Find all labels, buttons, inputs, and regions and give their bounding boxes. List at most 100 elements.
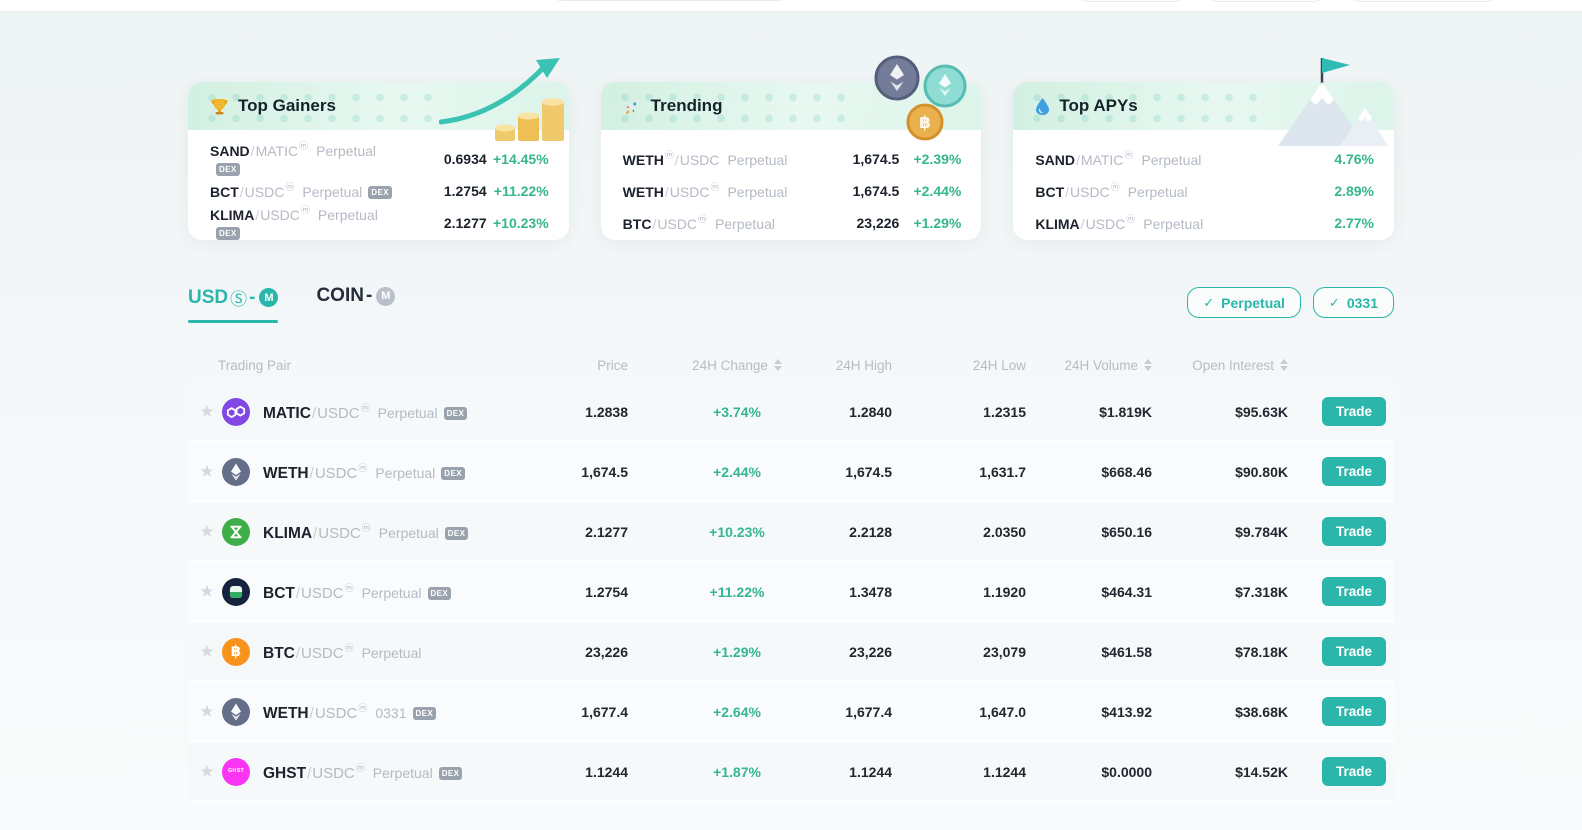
market-card-row[interactable]: KLIMA/USDCⓜ Perpetual 2.77% xyxy=(1035,207,1374,239)
margin-type-tabs: USD Ⓢ - M COIN - M xyxy=(188,285,396,323)
trading-pair-row[interactable]: ★ WETH/USDCⓜ 0331 DEX 1,677.4 +2.64% 1,677.4 1,… xyxy=(188,683,1394,743)
tab-label-prefix: COIN xyxy=(316,285,364,306)
pair-quote-token: USDC xyxy=(679,152,720,168)
trading-pair-cell: MATIC/USDCⓜ Perpetual DEX xyxy=(222,397,518,426)
column-header-24h-volume[interactable]: 24H Volume xyxy=(1026,358,1152,373)
card-row-values: 1.2754 +11.22% xyxy=(401,183,549,199)
trading-pair: KLIMA/USDCⓜ Perpetual xyxy=(1035,212,1203,234)
trending-list: WETHⓜ/USDC Perpetual 1,674.5 +2.39% WETH/USD… xyxy=(601,130,982,239)
trade-button[interactable]: Trade xyxy=(1321,517,1386,546)
price-value: 1,674.5 xyxy=(581,463,628,480)
favorite-star-icon[interactable]: ★ xyxy=(199,701,215,721)
top-apys-header: Top APYs xyxy=(1013,58,1395,146)
pair-price: 1.2754 xyxy=(443,183,487,199)
column-header-price: Price xyxy=(597,357,628,373)
pair-quote-token: MATIC xyxy=(255,143,299,159)
high-value: 2.2128 xyxy=(849,523,892,540)
trade-button[interactable]: Trade xyxy=(1321,457,1386,486)
dex-badge: DEX xyxy=(443,406,468,420)
favorite-star-icon[interactable]: ★ xyxy=(199,461,215,481)
market-card-row[interactable]: BCT/USDCⓜ Perpetual DEX 1.2754 +11.22% xyxy=(210,175,549,207)
trading-pair-row[interactable]: ★ WETH/USDCⓜ Perpetual DEX 1,674.5 +2.44% 1,67… xyxy=(188,443,1394,503)
market-card-row[interactable]: WETH/USDCⓜ Perpetual 1,674.5 +2.44% xyxy=(623,175,962,207)
trade-button[interactable]: Trade xyxy=(1321,637,1386,666)
tab-usds-m[interactable]: USD Ⓢ - M xyxy=(188,285,279,323)
volume-value: $464.31 xyxy=(1101,583,1152,600)
search-input[interactable] xyxy=(545,0,796,1)
favorite-star-icon[interactable]: ★ xyxy=(199,521,215,541)
column-header-24h-change[interactable]: 24H Change xyxy=(658,358,816,373)
trading-pair-name: KLIMA/USDCⓜ Perpetual DEX xyxy=(263,521,469,543)
contract-type-label: Perpetual xyxy=(1127,184,1188,200)
margin-token-marker-icon: ⓜ xyxy=(358,462,368,473)
pair-change: +2.39% xyxy=(913,151,962,167)
pair-change: 2.89% xyxy=(1334,183,1375,199)
trade-cell: Trade xyxy=(1288,517,1394,546)
pair-change: 2.77% xyxy=(1334,215,1375,231)
dex-badge: DEX xyxy=(412,706,437,720)
connect-wallet-button[interactable]: Connect Wallet xyxy=(1343,0,1502,2)
trade-cell: Trade xyxy=(1288,697,1394,726)
market-card-row[interactable]: BTC/USDCⓜ Perpetual 23,226 +1.29% xyxy=(623,207,962,239)
check-icon: ✓ xyxy=(1203,294,1215,310)
column-header-open-interest[interactable]: Open Interest xyxy=(1152,358,1288,373)
active-tab-underline xyxy=(188,320,279,323)
trade-button[interactable]: Trade xyxy=(1321,397,1386,426)
trading-pair: SAND/MATICⓜ Perpetual DEX xyxy=(210,139,401,179)
trade-button[interactable]: Trade xyxy=(1321,757,1386,786)
pair-separator: / xyxy=(295,584,301,602)
pair-separator: / xyxy=(1065,184,1070,200)
low-value: 23,079 xyxy=(983,643,1026,660)
trending-card: Trending ฿ WETHⓜ/USDC Perpetual 1,674.5 +2.… xyxy=(600,55,982,240)
pair-change: +10.23% xyxy=(493,215,549,231)
open-interest-value: $9.784K xyxy=(1235,523,1288,540)
market-card-row[interactable]: SAND/MATICⓜ Perpetual 4.76% xyxy=(1035,143,1374,175)
price-value: 1.2838 xyxy=(585,403,628,420)
trading-pair-name: WETH/USDCⓜ 0331 DEX xyxy=(263,701,437,723)
open-interest-value: $14.52K xyxy=(1235,763,1288,780)
favorite-star-icon[interactable]: ★ xyxy=(199,401,215,421)
top-apys-card: Top APYs SAND/MATICⓜ Perpetual 4.76% BCT/US… xyxy=(1013,58,1395,240)
tutorials-button[interactable]: Tutorials xyxy=(1072,0,1191,2)
network-selector-button[interactable]: Polygon xyxy=(1202,0,1332,2)
tab-label-prefix: USD xyxy=(188,286,229,308)
market-card-row[interactable]: BCT/USDCⓜ Perpetual 2.89% xyxy=(1035,175,1374,207)
trading-pair-cell: GHST GHST/USDCⓜ Perpetual DEX xyxy=(222,757,518,786)
volume-value: $413.92 xyxy=(1101,703,1152,720)
trade-button[interactable]: Trade xyxy=(1321,577,1386,606)
trade-cell: Trade xyxy=(1288,397,1394,426)
filter-0331[interactable]: ✓ 0331 xyxy=(1312,287,1394,318)
trading-pair-cell: KLIMA/USDCⓜ Perpetual DEX xyxy=(222,517,518,546)
pair-price: 1,674.5 xyxy=(852,151,900,167)
pair-separator: / xyxy=(313,524,318,542)
pair-quote-token: USDC xyxy=(301,644,344,662)
market-card-row[interactable]: KLIMA/USDCⓜ Perpetual DEX 2.1277 +10.23% xyxy=(210,205,549,240)
favorite-star-icon[interactable]: ★ xyxy=(199,761,215,781)
card-row-values: 4.76% xyxy=(1312,151,1374,167)
contract-type-label: Perpetual xyxy=(361,644,422,661)
pair-base-token: MATIC xyxy=(263,404,311,422)
filter-perpetual[interactable]: ✓ Perpetual xyxy=(1187,287,1301,318)
price-value: 23,226 xyxy=(585,643,628,660)
high-value: 1.2840 xyxy=(849,403,892,420)
trading-pair-row[interactable]: ★ MATIC/USDCⓜ Perpetual DEX 1.2838 +3.74% 1.28… xyxy=(188,383,1394,443)
trade-cell: Trade xyxy=(1288,457,1394,486)
contract-type-label: Perpetual xyxy=(302,184,363,200)
card-row-values: 1,674.5 +2.44% xyxy=(813,183,962,199)
favorite-star-icon[interactable]: ★ xyxy=(199,581,215,601)
market-highlight-cards: Top Gainers SAND/MATICⓜ PerpetualDEX 0.693… xyxy=(188,55,1395,240)
low-value: 1.1244 xyxy=(983,763,1026,780)
trading-pair-row[interactable]: ★ KLIMA/USDCⓜ Perpetual DEX 2.1277 +10.23% 2.2… xyxy=(188,503,1394,563)
pair-price: 1,674.5 xyxy=(852,183,900,199)
pair-base-token: BCT xyxy=(1035,184,1065,200)
market-card-row[interactable]: WETHⓜ/USDC Perpetual 1,674.5 +2.39% xyxy=(623,143,962,175)
favorite-star-icon[interactable]: ★ xyxy=(199,641,215,661)
low-value: 1,631.7 xyxy=(979,463,1026,480)
contract-type-label: Perpetual xyxy=(377,404,438,421)
trading-pair-row[interactable]: ★ BCT/USDCⓜ Perpetual DEX 1.2754 +11.22% 1.347… xyxy=(188,563,1394,623)
market-card-row[interactable]: SAND/MATICⓜ Perpetual DEX 0.6934 +14.45% xyxy=(210,141,549,176)
trade-button[interactable]: Trade xyxy=(1321,697,1386,726)
tab-coin-m[interactable]: COIN - M xyxy=(316,285,396,323)
trading-pair-row[interactable]: ★ ฿ BTC/USDCⓜ Perpetual 23,226 +1.29% 23,226 23… xyxy=(188,623,1394,683)
trading-pair-row[interactable]: ★ GHST GHST/USDCⓜ Perpetual DEX 1.1244 +1.87% 1… xyxy=(188,743,1394,803)
